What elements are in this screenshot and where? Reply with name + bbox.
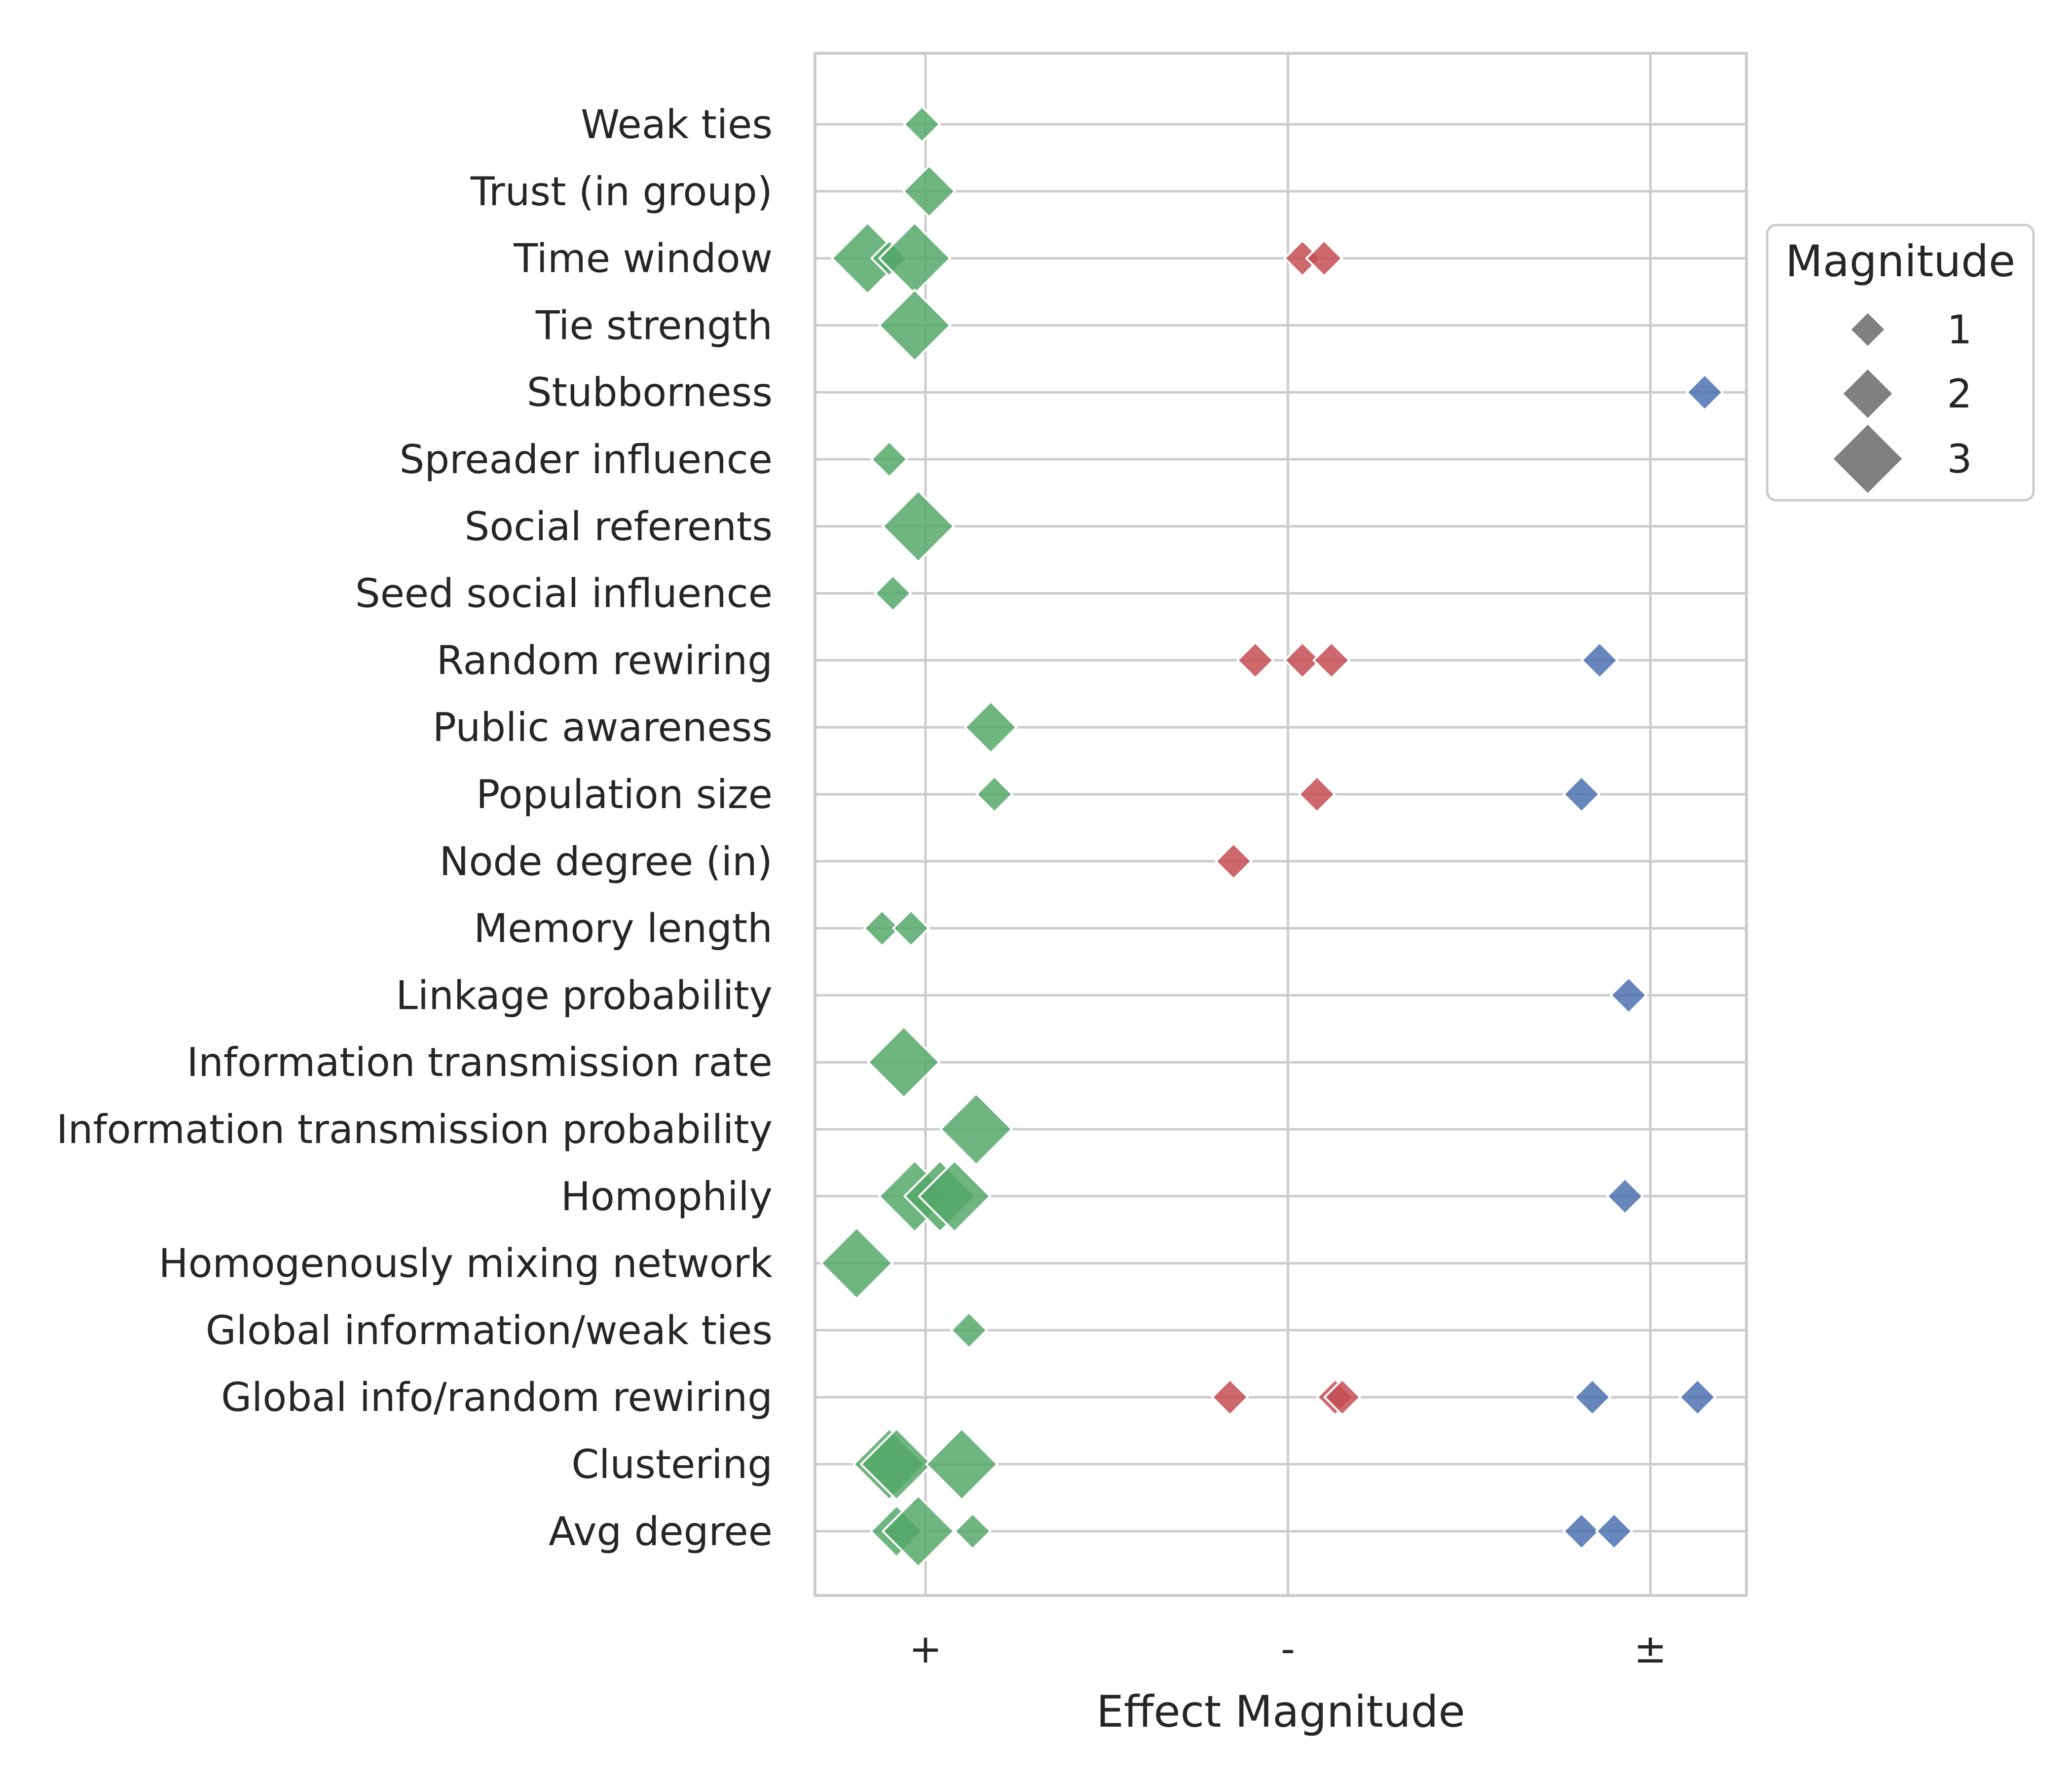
- data-point: [902, 105, 941, 144]
- data-point: [975, 775, 1014, 814]
- data-point: [867, 1025, 941, 1100]
- data-point: [950, 1311, 989, 1350]
- data-point: [1573, 1378, 1612, 1417]
- data-point: [1562, 1512, 1601, 1551]
- x-axis-title: Effect Magnitude: [1096, 1686, 1465, 1737]
- data-point: [881, 489, 956, 563]
- x-tick-label: +: [909, 1626, 942, 1672]
- data-point: [1323, 1378, 1362, 1417]
- data-point: [925, 1427, 999, 1501]
- y-axis-tick-labels: Weak ties Trust (in group) Time window Tie …: [56, 102, 773, 1554]
- legend-marker: [1841, 367, 1895, 421]
- data-point: [939, 1092, 1013, 1166]
- y-tick-label: Homogenously mixing network: [158, 1241, 773, 1287]
- data-point: [874, 574, 912, 613]
- y-tick-label: Trust (in group): [470, 169, 773, 215]
- data-point: [878, 288, 952, 363]
- x-tick-label: -: [1281, 1626, 1295, 1672]
- y-tick-label: Homophily: [561, 1174, 773, 1220]
- y-tick-label: Social referents: [465, 504, 773, 550]
- data-point: [918, 1159, 992, 1233]
- y-tick-label: Weak ties: [581, 102, 773, 148]
- y-tick-label: Seed social influence: [355, 571, 773, 617]
- y-tick-label: Memory length: [474, 906, 773, 952]
- data-point: [1580, 641, 1619, 680]
- y-tick-label: Public awareness: [433, 704, 773, 750]
- y-tick-label: Stubborness: [527, 370, 773, 415]
- y-tick-label: Tie strength: [535, 302, 773, 348]
- y-tick-label: Global information/weak ties: [206, 1307, 773, 1353]
- data-point: [1297, 775, 1336, 814]
- y-tick-label: Node degree (in): [440, 839, 773, 885]
- plot-background: [815, 53, 1746, 1595]
- y-tick-label: Time window: [513, 236, 773, 282]
- y-tick-label: Clustering: [571, 1442, 773, 1487]
- y-tick-label: Information transmission rate: [187, 1039, 773, 1085]
- data-point: [891, 909, 930, 948]
- data-point: [953, 1512, 992, 1551]
- legend-frame: [1766, 223, 2035, 502]
- y-tick-label: Information transmission probability: [56, 1107, 773, 1152]
- y-tick-label: Linkage probability: [396, 972, 773, 1018]
- plot-frame: [814, 52, 1748, 1597]
- x-axis-tick-labels: + - ±: [909, 1626, 1667, 1672]
- data-point: [1211, 1378, 1249, 1417]
- legend-marker: [1831, 422, 1905, 496]
- legend-entries: 1 2 3: [1831, 307, 1972, 496]
- data-point: [870, 440, 909, 479]
- data-point: [859, 1427, 934, 1501]
- legend-label: 3: [1947, 436, 1972, 482]
- y-tick-label: Random rewiring: [437, 637, 773, 683]
- y-tick-label: Population size: [476, 772, 773, 817]
- data-point: [819, 1226, 894, 1300]
- y-tick-label: Spreader influence: [400, 437, 773, 482]
- data-point: [1609, 976, 1648, 1015]
- data-point: [1236, 641, 1275, 680]
- data-point: [1685, 373, 1724, 412]
- data-points: [819, 105, 1724, 1568]
- data-point: [902, 164, 957, 219]
- legend-title: Magnitude: [1785, 236, 2015, 287]
- data-point: [1283, 641, 1322, 680]
- data-point: [1214, 842, 1253, 881]
- data-point: [1562, 775, 1601, 814]
- data-point: [1305, 239, 1343, 278]
- y-tick-label: Avg degree: [549, 1509, 773, 1554]
- legend-label: 2: [1947, 371, 1972, 417]
- data-point: [863, 909, 901, 948]
- y-tick-label: Global info/random rewiring: [221, 1374, 773, 1420]
- x-tick-label: ±: [1634, 1626, 1667, 1672]
- legend: Magnitude 1 2 3: [1766, 223, 2035, 502]
- legend-marker: [1849, 310, 1887, 349]
- data-point: [963, 700, 1018, 755]
- data-point: [881, 1494, 956, 1568]
- data-point: [1678, 1378, 1717, 1417]
- legend-label: 1: [1947, 307, 1972, 353]
- data-point: [1606, 1177, 1644, 1216]
- data-point: [1312, 641, 1351, 680]
- data-point: [1595, 1512, 1633, 1551]
